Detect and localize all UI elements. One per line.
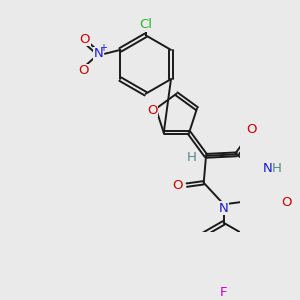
Text: N: N	[219, 202, 229, 215]
Text: O: O	[172, 178, 183, 192]
Text: O: O	[282, 196, 292, 209]
Text: H: H	[272, 162, 282, 176]
Text: F: F	[220, 286, 227, 298]
Text: O: O	[78, 64, 88, 77]
Text: O: O	[246, 123, 257, 136]
Text: +: +	[99, 43, 106, 53]
Text: N: N	[94, 47, 104, 60]
Text: Cl: Cl	[139, 18, 152, 31]
Text: O: O	[147, 104, 157, 117]
Text: N: N	[263, 162, 273, 176]
Text: H: H	[187, 151, 197, 164]
Text: O: O	[80, 33, 90, 46]
